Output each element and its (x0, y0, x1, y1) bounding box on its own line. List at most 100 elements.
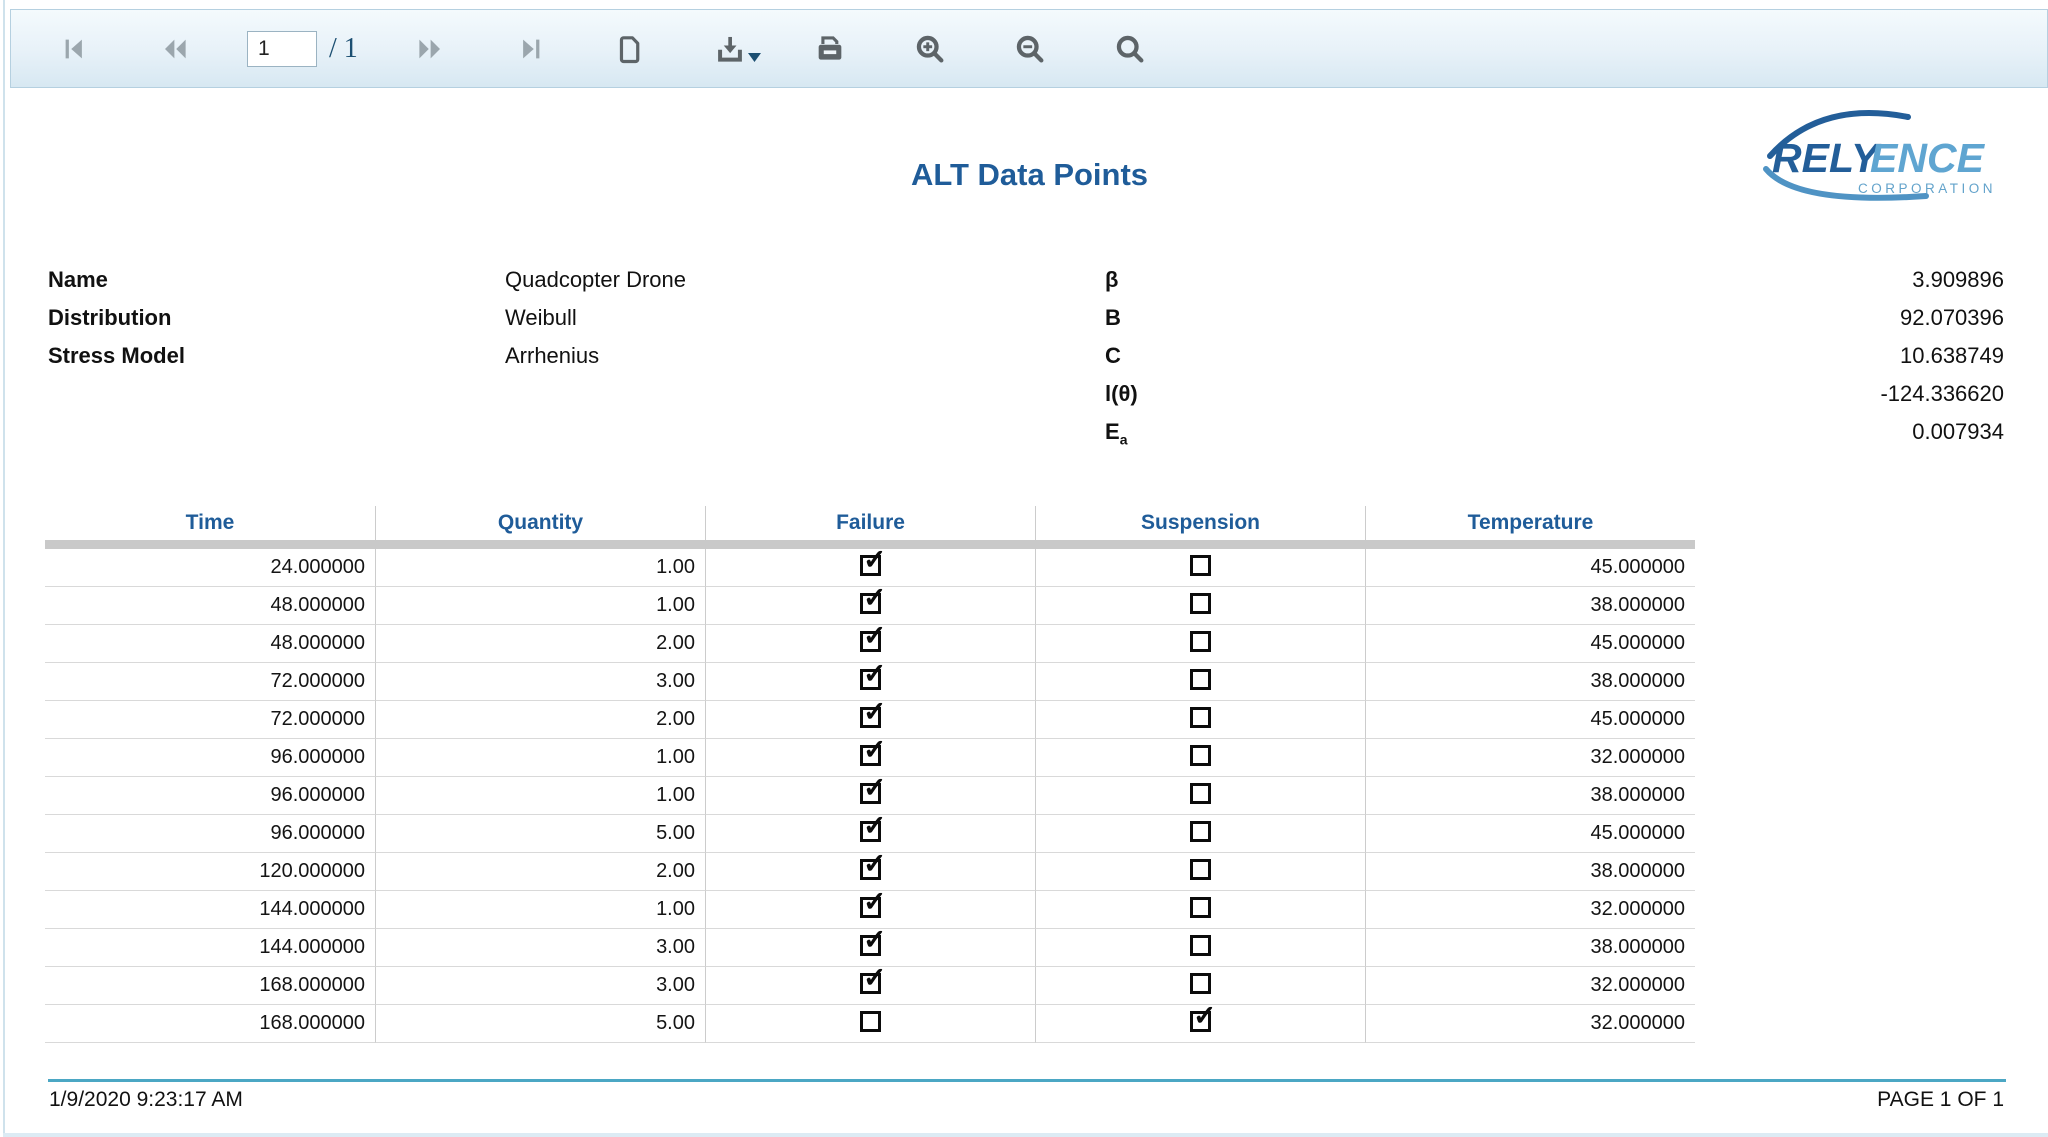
info-value: 10.638749 (1900, 343, 2004, 368)
next-page-button[interactable] (410, 29, 450, 69)
suspension-cell (1035, 853, 1365, 891)
failure-cell (705, 964, 1035, 1005)
suspension-cell (1035, 929, 1365, 967)
temperature-cell: 32.000000 (1365, 739, 1695, 777)
suspension-cell (1035, 663, 1365, 701)
footer-page-label: PAGE 1 OF 1 (1877, 1088, 2004, 1111)
failure-checkbox (860, 698, 886, 729)
page-title: ALT Data Points (910, 157, 1149, 192)
info-row: β 3.909896 (1105, 261, 2004, 299)
failure-checkbox (860, 622, 886, 653)
suspension-checkbox (1190, 555, 1211, 577)
relyence-logo: RELY ENCE CORPORATION (1758, 109, 1998, 209)
info-value: 92.070396 (1900, 305, 2004, 330)
suspension-checkbox (1190, 897, 1211, 919)
previous-page-icon (160, 34, 190, 64)
info-row: B 92.070396 (1105, 299, 2004, 337)
time-cell: 96.000000 (45, 777, 375, 815)
temperature-cell: 38.000000 (1365, 663, 1695, 701)
suspension-cell (1035, 1002, 1365, 1043)
failure-checkbox (860, 926, 886, 957)
page-number-input[interactable] (247, 30, 317, 67)
quantity-cell: 3.00 (375, 929, 705, 967)
time-cell: 144.000000 (45, 929, 375, 967)
svg-text:RELY: RELY (1772, 135, 1882, 181)
temperature-cell: 38.000000 (1365, 777, 1695, 815)
temperature-cell: 32.000000 (1365, 967, 1695, 1005)
single-page-view-button[interactable] (610, 29, 650, 69)
footer-divider (48, 1079, 2006, 1082)
suspension-cell (1035, 815, 1365, 853)
info-label: Ea (1105, 419, 1128, 448)
temperature-cell: 38.000000 (1365, 587, 1695, 625)
model-parameters-right: β 3.909896 B 92.070396 C 10.638749 l(θ) -124.33… (1105, 261, 2004, 451)
quantity-cell: 2.00 (375, 701, 705, 739)
temperature-cell: 32.000000 (1365, 1005, 1695, 1043)
quantity-cell: 3.00 (375, 663, 705, 701)
first-page-button[interactable] (55, 29, 95, 69)
suspension-checkbox (1190, 935, 1211, 957)
time-cell: 168.000000 (45, 967, 375, 1005)
footer-timestamp: 1/9/2020 9:23:17 AM (49, 1088, 243, 1111)
suspension-checkbox (1190, 973, 1211, 995)
suspension-cell (1035, 701, 1365, 739)
failure-cell (705, 850, 1035, 891)
suspension-cell (1035, 891, 1365, 929)
suspension-checkbox (1190, 593, 1211, 615)
quantity-cell: 2.00 (375, 625, 705, 663)
suspension-checkbox (1190, 783, 1211, 805)
zoom-out-button[interactable] (1010, 29, 1050, 69)
svg-text:CORPORATION: CORPORATION (1858, 181, 1996, 196)
suspension-checkbox (1190, 707, 1211, 729)
zoom-in-button[interactable] (910, 29, 950, 69)
info-value: 3.909896 (1912, 267, 2004, 292)
quantity-cell: 1.00 (375, 739, 705, 777)
suspension-checkbox (1190, 821, 1211, 843)
info-label: Stress Model (48, 343, 185, 368)
print-button[interactable] (810, 29, 850, 69)
info-row: Stress Model Arrhenius (48, 337, 808, 375)
quantity-cell: 1.00 (375, 549, 705, 587)
info-label: B (1105, 305, 1121, 330)
info-value: Quadcopter Drone (505, 267, 686, 292)
time-cell: 48.000000 (45, 625, 375, 663)
window-frame-line (3, 0, 5, 1137)
failure-checkbox (860, 546, 886, 577)
suspension-checkbox (1190, 859, 1211, 881)
failure-checkbox (860, 888, 886, 919)
window-frame-bottom (3, 1133, 2048, 1137)
print-icon (813, 32, 847, 66)
download-button[interactable] (710, 29, 761, 69)
alt-data-table: Time Quantity Failure Suspension Temperature… (45, 506, 1695, 1043)
page-total-label: / 1 (329, 32, 358, 64)
column-header: Time (185, 511, 235, 534)
failure-checkbox (860, 774, 886, 805)
info-row: Name Quadcopter Drone (48, 261, 808, 299)
quantity-cell: 1.00 (375, 587, 705, 625)
quantity-cell: 1.00 (375, 777, 705, 815)
search-button[interactable] (1110, 29, 1150, 69)
temperature-cell: 45.000000 (1365, 701, 1695, 739)
info-label: Distribution (48, 305, 172, 330)
info-row: Ea 0.007934 (1105, 413, 2004, 451)
suspension-checkbox (1190, 1002, 1216, 1033)
time-cell: 168.000000 (45, 1005, 375, 1043)
suspension-cell (1035, 625, 1365, 663)
quantity-cell: 2.00 (375, 853, 705, 891)
svg-text:ENCE: ENCE (1870, 135, 1986, 181)
column-header: Suspension (1035, 506, 1365, 540)
failure-cell (705, 1005, 1035, 1043)
temperature-cell: 45.000000 (1365, 549, 1695, 587)
last-page-button[interactable] (510, 29, 550, 69)
suspension-checkbox (1190, 669, 1211, 691)
quantity-cell: 5.00 (375, 1005, 705, 1043)
previous-page-button[interactable] (155, 29, 195, 69)
time-cell: 72.000000 (45, 663, 375, 701)
failure-checkbox (860, 812, 886, 843)
time-cell: 96.000000 (45, 815, 375, 853)
